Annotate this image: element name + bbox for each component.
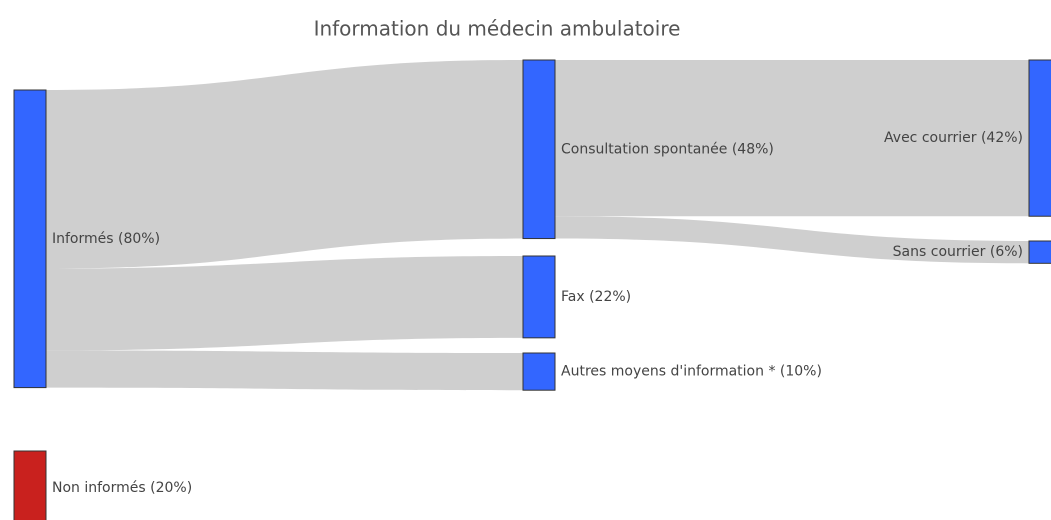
node-label: Sans courrier (6%) [893,244,1023,260]
link [555,60,1029,217]
link [46,60,523,269]
node [522,255,556,339]
node-label: Informés (80%) [52,231,160,247]
node [522,352,556,391]
link [46,256,523,351]
links [46,60,1029,391]
node [13,450,47,520]
node [1028,59,1051,217]
node-label: Consultation spontanée (48%) [561,141,774,157]
link [555,216,1029,264]
node-label: Autres moyens d'information * (10%) [561,364,822,380]
node-label: Avec courrier (42%) [884,130,1023,146]
node [522,59,556,240]
link [46,350,523,391]
chart-title: Information du médecin ambulatoire [314,17,681,41]
node [13,89,47,389]
node [1028,240,1051,264]
node-label: Fax (22%) [561,289,631,305]
node-label: Non informés (20%) [52,480,192,496]
